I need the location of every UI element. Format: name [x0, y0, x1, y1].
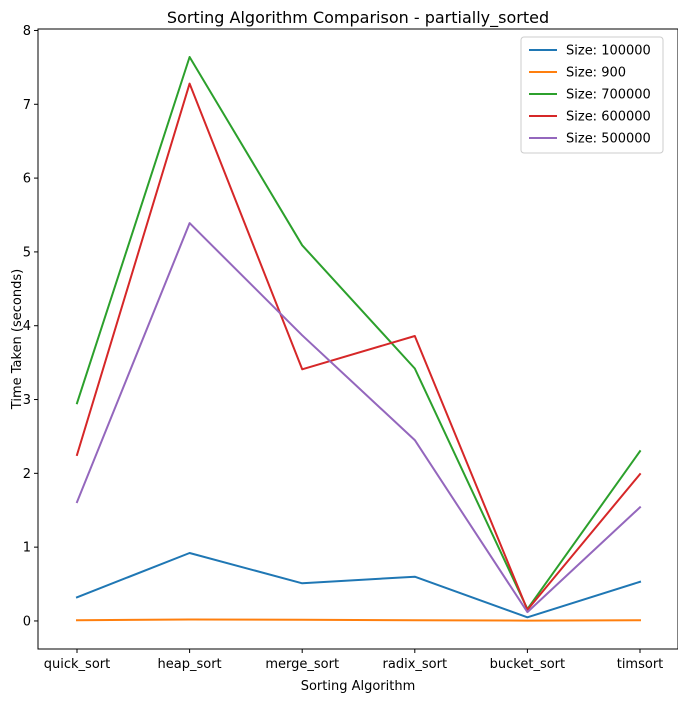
series-line [75, 552, 642, 619]
legend-label: Size: 100000 [566, 44, 651, 59]
x-tick-label: radix_sort [383, 657, 448, 672]
y-tick-label: 8 [23, 24, 31, 39]
plot-area [37, 28, 678, 650]
x-tick-label: bucket_sort [490, 657, 565, 672]
y-tick-label: 4 [23, 319, 31, 334]
series-line [75, 222, 642, 614]
series-line [75, 82, 642, 611]
y-axis-ticks: 0 1 2 3 4 5 6 7 8 [23, 24, 38, 629]
x-tick-label: quick_sort [44, 657, 110, 672]
legend-box [520, 36, 664, 154]
legend: Size: 100000 Size: 900 Size: 700000 Size: 6… [520, 36, 664, 154]
chart-title: Sorting Algorithm Comparison - partially… [167, 8, 549, 28]
y-tick-label: 5 [23, 245, 31, 260]
series-line [75, 56, 642, 611]
legend-label: Size: 500000 [566, 132, 651, 147]
y-axis-label: Time Taken (seconds) [10, 269, 25, 410]
x-tick-label: merge_sort [265, 657, 339, 672]
y-tick-label: 6 [23, 172, 31, 187]
x-tick-label: timsort [617, 657, 664, 672]
legend-label: Size: 600000 [566, 110, 651, 125]
y-tick-label: 2 [23, 467, 31, 482]
x-tick-label: heap_sort [158, 657, 222, 672]
axes-frame [37, 28, 678, 650]
series-layer [75, 56, 642, 622]
x-axis-ticks: quick_sort heap_sort merge_sort radix_sort b… [44, 649, 664, 672]
series-line [75, 618, 642, 622]
legend-label: Size: 900 [566, 66, 626, 81]
y-tick-label: 0 [23, 614, 31, 629]
x-axis-label: Sorting Algorithm [301, 679, 416, 694]
y-tick-label: 1 [23, 541, 31, 556]
y-tick-label: 7 [23, 98, 31, 113]
legend-label: Size: 700000 [566, 88, 651, 103]
y-tick-label: 3 [23, 393, 31, 408]
